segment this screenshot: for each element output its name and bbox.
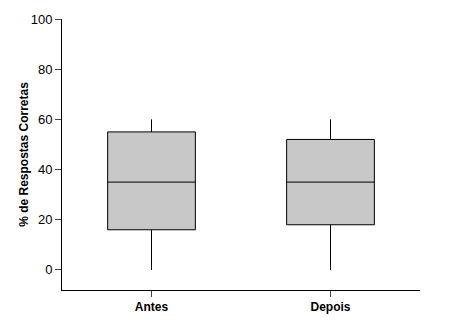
svg-text:20: 20	[38, 212, 52, 227]
svg-text:Depois: Depois	[310, 300, 350, 314]
svg-text:0: 0	[45, 262, 52, 277]
svg-text:Antes: Antes	[135, 300, 169, 314]
svg-text:40: 40	[38, 162, 52, 177]
svg-text:100: 100	[31, 12, 53, 27]
svg-text:60: 60	[38, 112, 52, 127]
svg-text:80: 80	[38, 62, 52, 77]
svg-text:% de Respostas Corretas: % de Respostas Corretas	[17, 82, 31, 227]
